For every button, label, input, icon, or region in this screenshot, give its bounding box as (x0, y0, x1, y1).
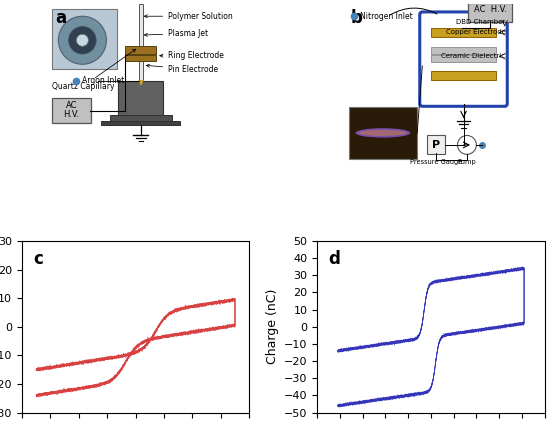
FancyBboxPatch shape (52, 98, 91, 123)
Text: Plasma Jet: Plasma Jet (144, 29, 208, 38)
Text: Copper Electrode: Copper Electrode (446, 29, 505, 35)
Text: P: P (432, 140, 440, 149)
Text: Pin Electrode: Pin Electrode (146, 64, 218, 74)
Text: AC  H.V.: AC H.V. (474, 5, 507, 14)
Text: b: b (350, 9, 362, 27)
FancyBboxPatch shape (468, 3, 513, 22)
Text: a: a (55, 9, 66, 27)
Circle shape (58, 16, 106, 64)
Bar (110, 115, 172, 121)
Text: Nitrogen Inlet: Nitrogen Inlet (360, 12, 412, 21)
Ellipse shape (359, 130, 407, 136)
Text: AC: AC (65, 101, 77, 110)
Y-axis label: Charge (nC): Charge (nC) (266, 289, 278, 365)
FancyBboxPatch shape (52, 9, 117, 69)
Bar (101, 121, 180, 125)
Text: d: d (329, 250, 340, 268)
Bar (431, 48, 496, 54)
Circle shape (76, 34, 89, 46)
Bar (139, 4, 143, 81)
Text: Argon Inlet: Argon Inlet (82, 76, 125, 85)
FancyBboxPatch shape (420, 12, 507, 106)
Text: Quartz Capillary: Quartz Capillary (52, 49, 136, 91)
Bar (431, 28, 496, 37)
FancyBboxPatch shape (427, 136, 446, 155)
Text: Polymer Solution: Polymer Solution (144, 12, 233, 21)
Bar (431, 71, 496, 80)
Circle shape (458, 136, 476, 155)
Text: Ring Electrode: Ring Electrode (160, 51, 224, 60)
Text: c: c (34, 250, 43, 268)
Text: Pump: Pump (458, 160, 476, 165)
Ellipse shape (355, 128, 410, 138)
FancyBboxPatch shape (349, 107, 417, 159)
Text: H.V.: H.V. (63, 110, 79, 120)
Bar (125, 46, 156, 54)
Text: DBD Chamber: DBD Chamber (456, 19, 505, 25)
Text: Ceramic Dielectric: Ceramic Dielectric (442, 53, 505, 59)
Circle shape (69, 27, 96, 54)
Bar (431, 55, 496, 62)
Bar (125, 55, 156, 61)
Text: Pressure Gauge: Pressure Gauge (410, 160, 462, 165)
Bar (118, 81, 163, 116)
